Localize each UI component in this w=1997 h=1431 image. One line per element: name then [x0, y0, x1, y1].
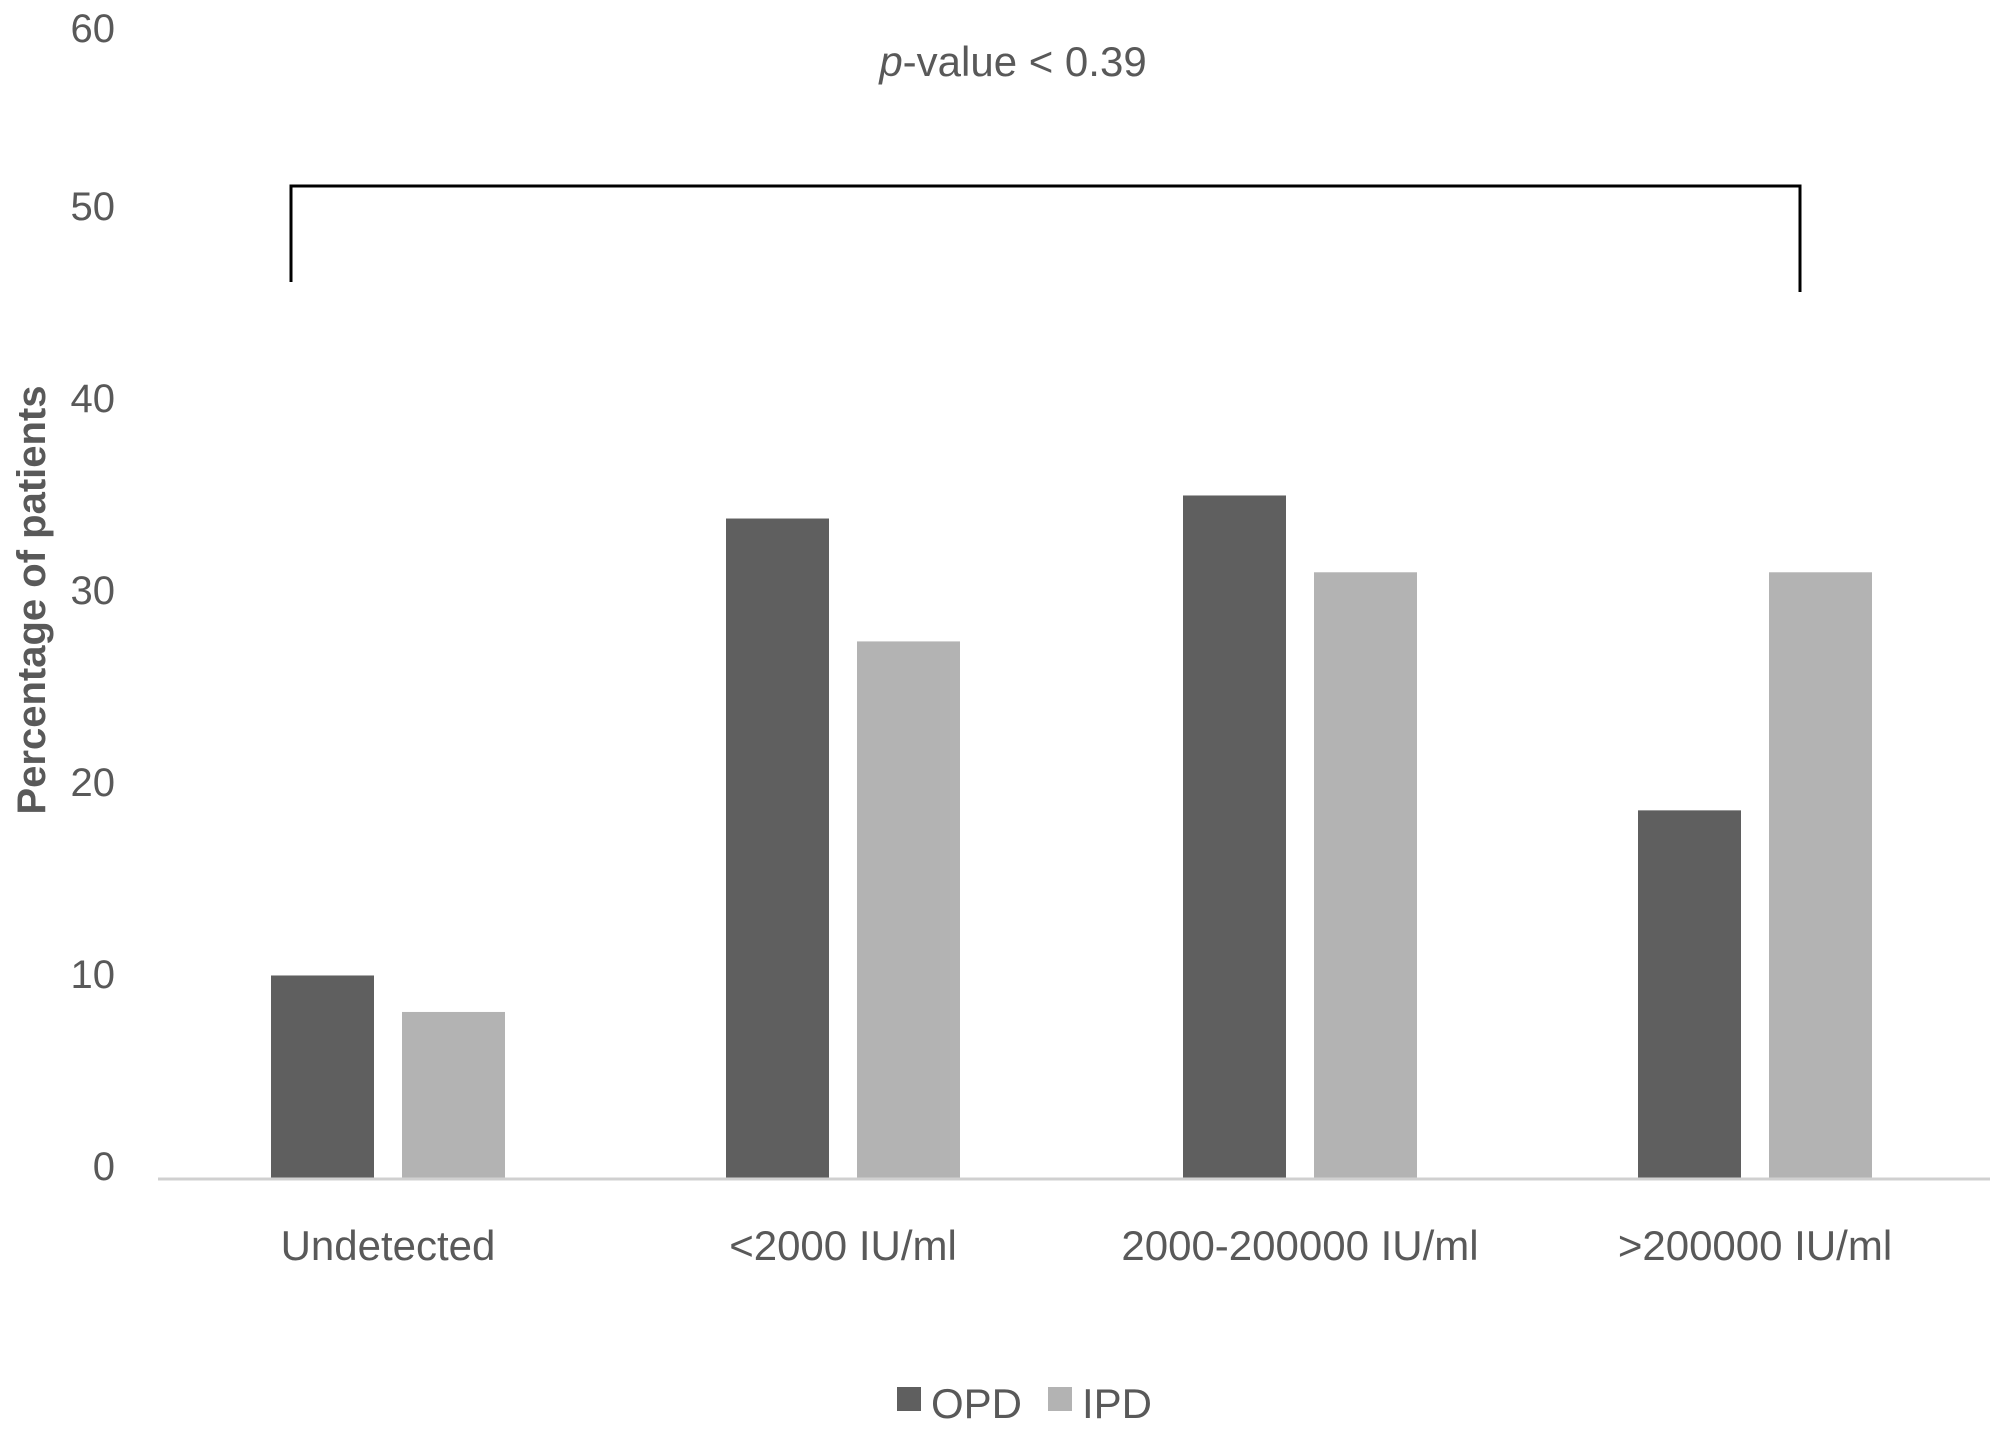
p-value-prefix: p — [877, 38, 902, 85]
bar-opd-3 — [1638, 810, 1741, 1179]
y-tick-label: 40 — [71, 377, 116, 421]
legend-swatch-ipd — [1048, 1387, 1072, 1411]
p-value-text: -value < 0.39 — [903, 38, 1147, 85]
significance-bracket — [289, 184, 1802, 292]
x-axis-ticks: Undetected <2000 IU/ml 2000-200000 IU/ml… — [281, 1222, 1893, 1269]
legend-label-ipd: IPD — [1082, 1380, 1152, 1427]
legend-swatch-opd — [897, 1387, 921, 1411]
y-tick-label: 0 — [93, 1145, 115, 1189]
x-tick-label: <2000 IU/ml — [729, 1222, 957, 1269]
y-axis-ticks: 0 10 20 30 40 50 60 — [71, 7, 116, 1189]
y-tick-label: 30 — [71, 569, 116, 613]
bar-opd-2 — [1183, 495, 1286, 1180]
p-value-annotation: p-value < 0.39 — [877, 38, 1146, 85]
x-tick-label: >200000 IU/ml — [1618, 1222, 1892, 1269]
bar-opd-0 — [271, 975, 374, 1179]
bar-ipd-0 — [402, 1011, 505, 1179]
y-tick-label: 50 — [71, 185, 116, 229]
bar-ipd-2 — [1314, 572, 1417, 1179]
x-tick-label: Undetected — [281, 1222, 496, 1269]
legend: OPD IPD — [897, 1380, 1152, 1427]
y-tick-label: 10 — [71, 953, 116, 997]
x-tick-label: 2000-200000 IU/ml — [1121, 1222, 1478, 1269]
y-tick-label: 60 — [71, 7, 116, 51]
bar-ipd-1 — [857, 641, 960, 1179]
bar-opd-1 — [726, 518, 829, 1179]
bar-ipd-3 — [1769, 572, 1872, 1179]
bars-group — [271, 495, 1872, 1180]
y-axis-label: Percentage of patients — [10, 385, 54, 814]
y-tick-label: 20 — [71, 761, 116, 805]
legend-label-opd: OPD — [931, 1380, 1022, 1427]
